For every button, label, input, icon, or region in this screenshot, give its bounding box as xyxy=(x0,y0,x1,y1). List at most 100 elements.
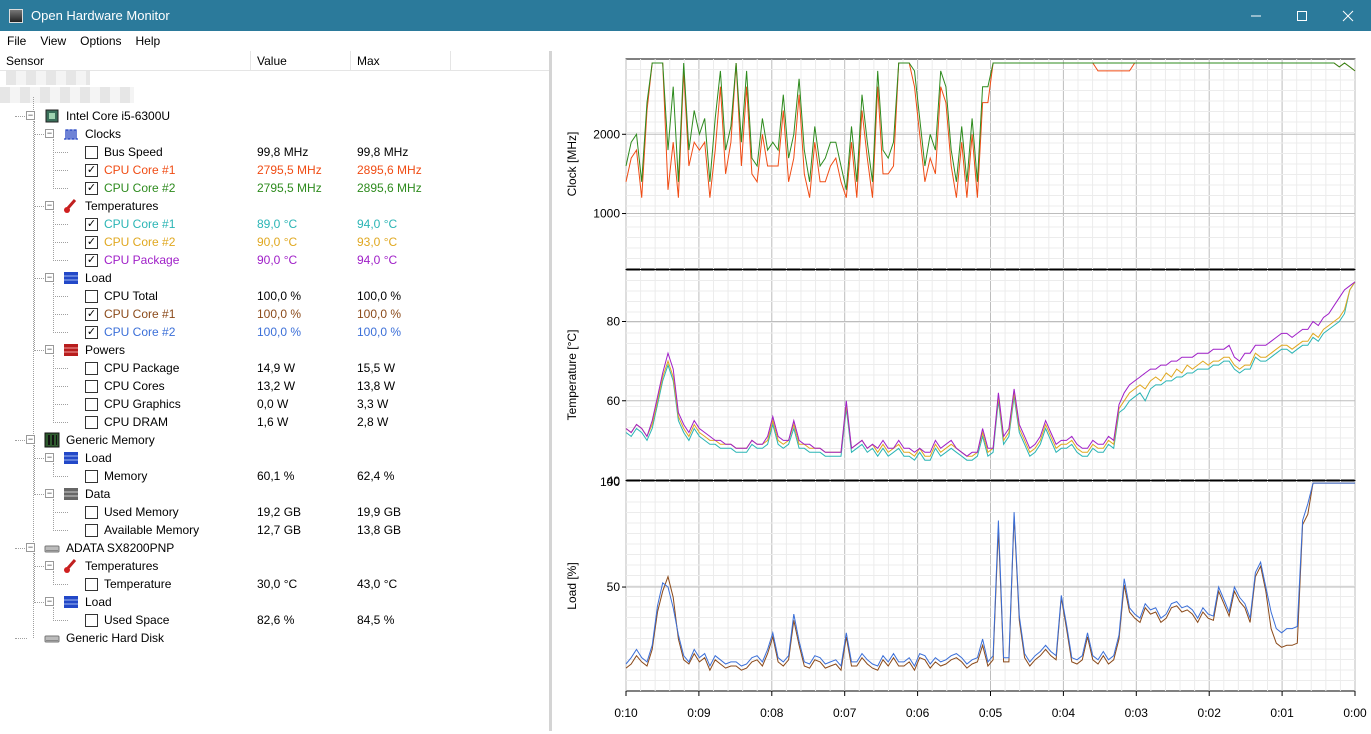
column-sensor[interactable]: Sensor xyxy=(6,54,45,68)
app-icon xyxy=(9,8,23,23)
collapse-toggle[interactable]: − xyxy=(45,488,54,498)
tree-row[interactable]: CPU Total 100,0 % 100,0 % xyxy=(0,287,549,305)
sensor-checkbox[interactable] xyxy=(85,398,98,411)
tree-row[interactable]: − Intel Core i5-6300U xyxy=(0,107,549,125)
tree-row[interactable]: CPU Package 14,9 W 15,5 W xyxy=(0,359,549,377)
tree-row[interactable]: Temperature 30,0 °C 43,0 °C xyxy=(0,575,549,593)
tree-row[interactable]: ✓ CPU Core #2 2795,5 MHz 2895,6 MHz xyxy=(0,179,549,197)
sensor-checkbox[interactable]: ✓ xyxy=(85,236,98,249)
tree-row[interactable]: Memory 60,1 % 62,4 % xyxy=(0,467,549,485)
tree-connector xyxy=(15,638,27,639)
sensor-checkbox[interactable]: ✓ xyxy=(85,254,98,267)
tree-row[interactable]: ✓ CPU Core #1 100,0 % 100,0 % xyxy=(0,305,549,323)
column-separator[interactable] xyxy=(350,51,351,71)
tree-connector xyxy=(34,458,46,459)
collapse-toggle[interactable]: − xyxy=(26,434,35,444)
collapse-toggle[interactable]: − xyxy=(45,344,54,354)
column-max[interactable]: Max xyxy=(357,54,380,68)
sensor-value: 100,0 % xyxy=(257,325,302,339)
power-icon xyxy=(63,342,79,358)
tree-row[interactable]: ✓ CPU Core #1 2795,5 MHz 2895,6 MHz xyxy=(0,161,549,179)
x-tick-label: 0:02 xyxy=(1198,706,1222,720)
sensor-checkbox[interactable] xyxy=(85,380,98,393)
sensor-value: 0,0 W xyxy=(257,397,289,411)
sensor-checkbox[interactable] xyxy=(85,470,98,483)
close-button[interactable] xyxy=(1325,0,1371,31)
minimize-button[interactable] xyxy=(1233,0,1279,31)
column-separator[interactable] xyxy=(450,51,451,71)
sensor-name: Memory xyxy=(104,469,148,483)
sensor-checkbox[interactable] xyxy=(85,524,98,537)
y-tick-label: 60 xyxy=(607,394,621,408)
panel-splitter[interactable] xyxy=(549,51,552,731)
tree-row[interactable]: − Load xyxy=(0,269,549,287)
collapse-toggle[interactable]: − xyxy=(26,110,35,120)
collapse-toggle[interactable]: − xyxy=(26,542,35,552)
tree-connector xyxy=(53,476,68,477)
tree-row[interactable]: Generic Hard Disk xyxy=(0,629,549,647)
sensor-checkbox[interactable] xyxy=(85,146,98,159)
sensor-checkbox[interactable] xyxy=(85,614,98,627)
collapse-toggle[interactable]: − xyxy=(45,200,54,210)
sensor-name: Used Space xyxy=(104,613,170,627)
tree-row[interactable]: − Data xyxy=(0,485,549,503)
tree-connector xyxy=(53,224,68,225)
tree-row[interactable]: − Clocks xyxy=(0,125,549,143)
collapse-toggle[interactable]: − xyxy=(45,596,54,606)
sensor-checkbox[interactable] xyxy=(85,506,98,519)
tree-row[interactable]: CPU DRAM 1,6 W 2,8 W xyxy=(0,413,549,431)
collapse-toggle[interactable]: − xyxy=(45,452,54,462)
tree-row[interactable]: − Powers xyxy=(0,341,549,359)
tree-connector xyxy=(53,422,68,423)
sensor-checkbox[interactable] xyxy=(85,290,98,303)
sensor-tree: Sensor Value Max − Intel Core i5-6300U − Cl… xyxy=(0,51,549,731)
sensor-checkbox[interactable] xyxy=(85,416,98,429)
collapse-toggle[interactable]: − xyxy=(45,560,54,570)
tree-row[interactable]: ✓ CPU Core #2 100,0 % 100,0 % xyxy=(0,323,549,341)
sensor-checkbox[interactable] xyxy=(85,362,98,375)
collapse-toggle[interactable]: − xyxy=(45,272,54,282)
menu-help[interactable]: Help xyxy=(135,34,161,48)
sensor-name: CPU Cores xyxy=(104,379,165,393)
tree-row[interactable]: − Load xyxy=(0,449,549,467)
tree-row[interactable]: − Temperatures xyxy=(0,197,549,215)
tree-row[interactable]: ✓ CPU Package 90,0 °C 94,0 °C xyxy=(0,251,549,269)
tree-row[interactable]: − Load xyxy=(0,593,549,611)
sensor-checkbox[interactable]: ✓ xyxy=(85,218,98,231)
column-separator[interactable] xyxy=(250,51,251,71)
tree-row[interactable]: CPU Cores 13,2 W 13,8 W xyxy=(0,377,549,395)
tree-row[interactable]: CPU Graphics 0,0 W 3,3 W xyxy=(0,395,549,413)
sensor-name: CPU Total xyxy=(104,289,158,303)
tree-connector xyxy=(53,260,68,261)
tree-row[interactable]: ✓ CPU Core #1 89,0 °C 94,0 °C xyxy=(0,215,549,233)
x-tick-label: 0:06 xyxy=(906,706,930,720)
column-value[interactable]: Value xyxy=(257,54,287,68)
computer-name-blurred xyxy=(0,87,134,103)
tree-row[interactable]: − ADATA SX8200PNP xyxy=(0,539,549,557)
sensor-name: CPU Package xyxy=(104,253,180,267)
sensor-checkbox[interactable]: ✓ xyxy=(85,326,98,339)
sensor-checkbox[interactable]: ✓ xyxy=(85,308,98,321)
sensor-max: 100,0 % xyxy=(357,307,402,321)
tree-connector xyxy=(33,97,34,638)
tree-row[interactable]: Available Memory 12,7 GB 13,8 GB xyxy=(0,521,549,539)
temperature-series-2 xyxy=(625,281,1356,457)
sensor-checkbox[interactable] xyxy=(85,578,98,591)
tree-row[interactable]: ✓ CPU Core #2 90,0 °C 93,0 °C xyxy=(0,233,549,251)
collapse-toggle[interactable]: − xyxy=(45,128,54,138)
x-tick-label: 0:04 xyxy=(1052,706,1076,720)
tree-row[interactable]: − Generic Memory xyxy=(0,431,549,449)
menu-options[interactable]: Options xyxy=(80,34,122,48)
tree-row[interactable]: Used Memory 19,2 GB 19,9 GB xyxy=(0,503,549,521)
group-name: Load xyxy=(85,451,112,465)
tree-row[interactable]: Bus Speed 99,8 MHz 99,8 MHz xyxy=(0,143,549,161)
tree-row[interactable]: Used Space 82,6 % 84,5 % xyxy=(0,611,549,629)
maximize-button[interactable] xyxy=(1279,0,1325,31)
sensor-checkbox[interactable]: ✓ xyxy=(85,182,98,195)
sensor-checkbox[interactable]: ✓ xyxy=(85,164,98,177)
menu-view[interactable]: View xyxy=(40,34,67,48)
menu-file[interactable]: File xyxy=(7,34,27,48)
tree-row[interactable]: − Temperatures xyxy=(0,557,549,575)
group-name: Clocks xyxy=(85,127,122,141)
sensor-max: 100,0 % xyxy=(357,325,402,339)
